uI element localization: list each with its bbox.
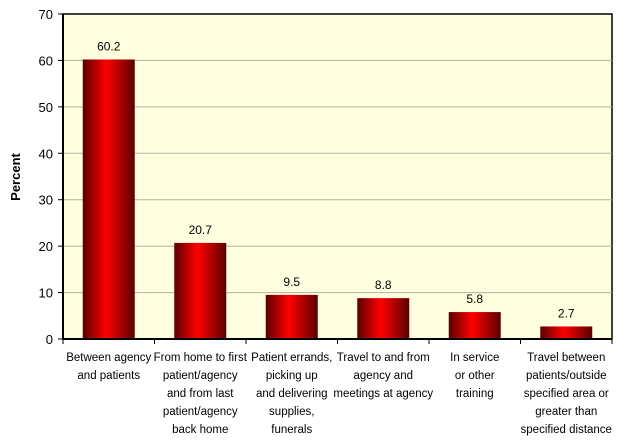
x-tick-label-line: patients/outside bbox=[526, 370, 607, 382]
x-tick-label-line: training bbox=[456, 388, 494, 400]
bar bbox=[540, 326, 593, 339]
x-tick-label-line: In service bbox=[450, 352, 499, 364]
x-tick-label-line: agency and bbox=[354, 370, 413, 382]
x-tick-label: Travel to and from agency and meetings at … bbox=[333, 352, 433, 400]
x-tick-label-line: From home to first bbox=[154, 352, 248, 364]
data-label: 2.7 bbox=[558, 306, 575, 320]
x-tick-label-line: and patients bbox=[77, 370, 140, 382]
bar bbox=[82, 59, 135, 339]
data-label: 8.8 bbox=[375, 278, 392, 292]
data-label: 5.8 bbox=[466, 292, 483, 306]
x-tick-label-line: Between agency bbox=[66, 352, 151, 364]
x-tick-label-line: greater than bbox=[535, 406, 597, 418]
x-tick-label-line: funerals bbox=[271, 424, 312, 436]
plot-area bbox=[62, 13, 613, 340]
x-tick-label: From home to first patient/agency and from… bbox=[154, 352, 248, 436]
y-tick-label: 10 bbox=[39, 286, 53, 301]
y-tick-label: 40 bbox=[39, 146, 53, 161]
y-tick-label: 20 bbox=[39, 239, 53, 254]
x-tick-label-line: and delivering bbox=[256, 388, 328, 400]
x-tick-label-line: specified distance bbox=[521, 424, 612, 436]
x-tick-label-line: patient/agency bbox=[163, 370, 238, 382]
x-tick-label-line: picking up bbox=[266, 370, 318, 382]
y-tick-label: 70 bbox=[39, 7, 53, 22]
x-tick-label: Patient errands, picking up and delivering… bbox=[251, 352, 332, 436]
x-tick-label-line: Travel to and from bbox=[337, 352, 430, 364]
bar bbox=[174, 242, 227, 339]
y-tick-label: 50 bbox=[39, 100, 53, 115]
x-tick-label-line: supplies, bbox=[269, 406, 314, 418]
data-label: 60.2 bbox=[97, 40, 121, 54]
data-label: 20.7 bbox=[189, 223, 213, 237]
x-tick-label-line: patient/agency bbox=[163, 406, 238, 418]
x-tick-label-line: and from last bbox=[167, 388, 234, 400]
x-tick-label: In service or other training bbox=[450, 352, 499, 400]
bar bbox=[448, 312, 501, 339]
x-tick-label-line: meetings at agency bbox=[333, 388, 433, 400]
data-label: 9.5 bbox=[283, 275, 300, 289]
x-tick-label-line: back home bbox=[172, 424, 228, 436]
x-tick-label-line: Travel between bbox=[527, 352, 605, 364]
y-tick-label: 60 bbox=[39, 53, 53, 68]
x-tick-label-line: or other bbox=[455, 370, 495, 382]
x-tick-label: Travel between patients/outside specified … bbox=[521, 352, 612, 436]
x-tick-label: Between agency and patients bbox=[66, 352, 151, 382]
x-tick-label-line: specified area or bbox=[524, 388, 609, 400]
bar bbox=[357, 298, 410, 339]
x-tick-label-line: Patient errands, bbox=[251, 352, 332, 364]
bar bbox=[265, 294, 318, 339]
y-tick-label: 30 bbox=[39, 193, 53, 208]
y-tick-label: 0 bbox=[46, 332, 53, 347]
y-axis-label: Percent bbox=[8, 152, 23, 200]
